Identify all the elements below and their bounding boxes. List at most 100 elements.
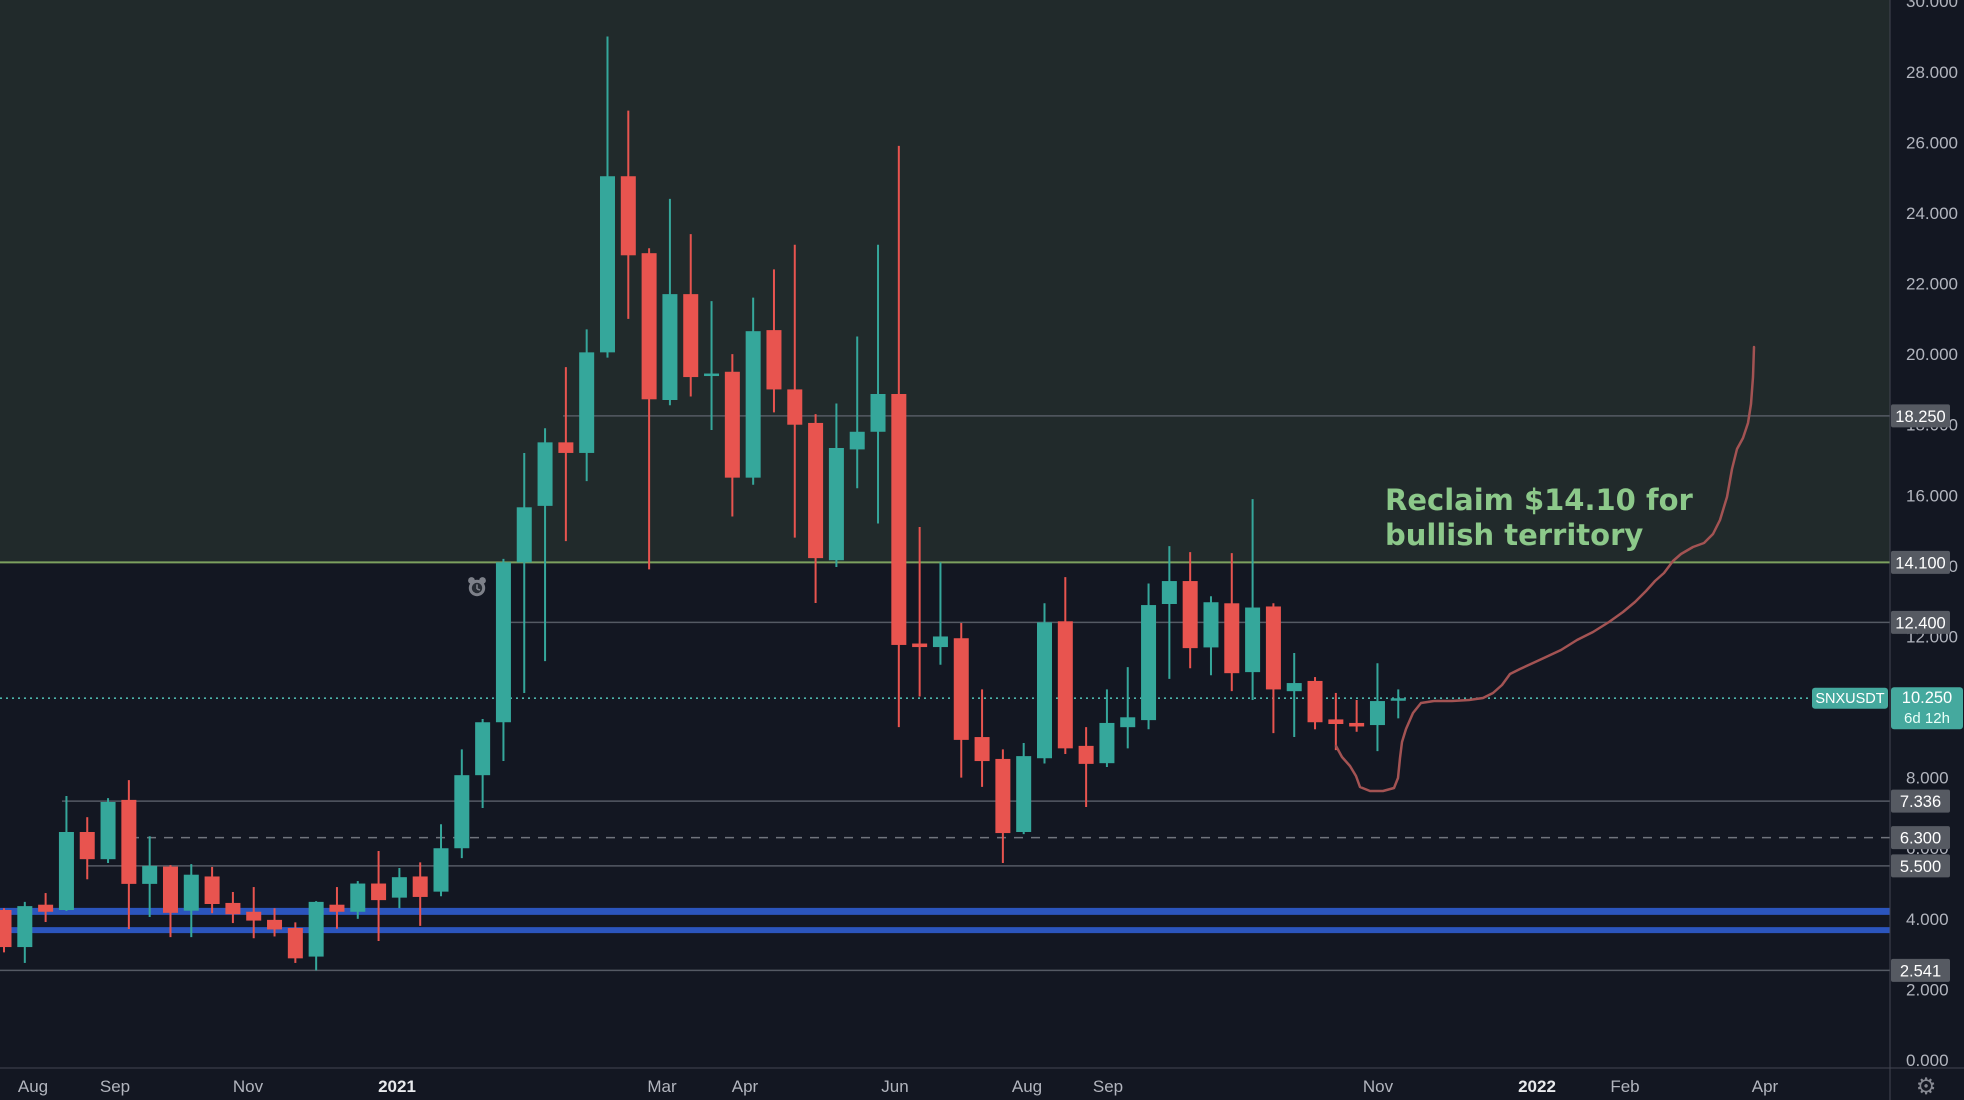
candle-down — [287, 922, 303, 963]
candle-up — [828, 403, 844, 567]
price-tick-label: 22.000 — [1906, 275, 1958, 294]
alarm-clock-icon[interactable] — [468, 577, 486, 597]
candle-up — [516, 452, 532, 693]
price-tick-label: 0.000 — [1906, 1051, 1949, 1070]
candle-down — [1224, 553, 1240, 692]
level-badge-7.336 — [1891, 789, 1950, 813]
candle-up — [1016, 743, 1032, 835]
candle-down — [38, 893, 54, 923]
candle-down — [1265, 603, 1281, 734]
price-tick-label: 20.000 — [1906, 345, 1958, 364]
candle-up — [475, 719, 491, 809]
last-price-badge — [1891, 687, 1963, 730]
candle-up — [391, 868, 407, 909]
candle-down — [1182, 552, 1198, 669]
candle-up — [1203, 596, 1219, 676]
candle-up — [308, 901, 324, 971]
time-axis[interactable] — [0, 1068, 1964, 1100]
candle-down — [329, 887, 345, 929]
level-badge-12.400 — [1891, 610, 1950, 634]
candle-down — [891, 145, 907, 728]
candle-up — [1390, 689, 1406, 719]
candle-up — [1369, 663, 1385, 752]
candle-down — [1057, 577, 1073, 755]
level-badge-label: 12.400 — [1895, 614, 1945, 632]
symbol-tag[interactable] — [1812, 687, 1888, 709]
level-badge-label: 6.300 — [1900, 830, 1941, 848]
candle-down — [162, 865, 178, 938]
price-tick-label: 24.000 — [1906, 204, 1958, 223]
candle-down — [121, 780, 137, 930]
time-tick-label: 2021 — [378, 1077, 416, 1096]
level-badge-label: 7.336 — [1900, 793, 1941, 811]
time-tick-label: Apr — [1752, 1077, 1779, 1096]
time-tick-label: Nov — [1363, 1077, 1394, 1096]
price-tick-label: 16.000 — [1906, 486, 1958, 505]
candle-up — [537, 428, 553, 662]
candle-up — [433, 824, 449, 897]
candles-pane[interactable] — [0, 36, 1406, 971]
gear-icon[interactable]: ⚙ — [1916, 1073, 1937, 1099]
candle-down — [225, 892, 241, 924]
price-axis[interactable] — [1890, 0, 1964, 1100]
time-tick-label: Apr — [732, 1077, 759, 1096]
candle-up — [183, 864, 199, 938]
candle-down — [787, 244, 803, 538]
time-tick-label: Mar — [647, 1077, 677, 1096]
candle-up — [1120, 667, 1136, 749]
candle-up — [849, 336, 865, 489]
candle-up — [1141, 583, 1157, 730]
candle-down — [766, 269, 782, 413]
candle-down — [0, 908, 12, 953]
candle-down — [912, 527, 928, 697]
candle-up — [100, 798, 116, 864]
candle-up — [1161, 546, 1177, 679]
candle-up — [870, 244, 886, 524]
time-tick-label: Nov — [233, 1077, 264, 1096]
candle-down — [412, 862, 428, 926]
candle-up — [599, 36, 615, 358]
candle-up — [454, 749, 470, 859]
time-tick-label: Sep — [1093, 1077, 1123, 1096]
candle-down — [204, 866, 220, 914]
candle-down — [1078, 727, 1094, 807]
candle-up — [1286, 653, 1302, 738]
time-tick-label: 2022 — [1518, 1077, 1556, 1096]
candle-up — [58, 796, 74, 912]
level-badge-label: 2.541 — [1900, 962, 1941, 980]
level-badge-6.300 — [1891, 826, 1950, 850]
price-tick-label: 30.000 — [1906, 0, 1958, 11]
candle-down — [641, 248, 657, 570]
symbol-price-group: SNXUSDT 10.250 6d 12h — [1812, 687, 1963, 730]
time-tick-label: Aug — [18, 1077, 48, 1096]
candle-down — [1307, 677, 1323, 730]
time-tick-label: Aug — [1012, 1077, 1042, 1096]
time-tick-label: Jun — [881, 1077, 908, 1096]
candle-up — [350, 881, 366, 919]
level-badge-2.541 — [1891, 958, 1950, 982]
annotation-line-1[interactable]: Reclaim $14.10 for — [1385, 483, 1693, 517]
candle-down — [246, 887, 262, 939]
annotation-line-2[interactable]: bullish territory — [1385, 518, 1643, 552]
level-badge-label: 18.250 — [1895, 408, 1945, 426]
candle-down — [1349, 700, 1365, 732]
price-tick-label: 4.000 — [1906, 910, 1949, 929]
candle-up — [662, 198, 678, 406]
price-tick-label: 2.000 — [1906, 980, 1949, 999]
candle-up — [1037, 603, 1052, 764]
candle-down — [267, 908, 283, 937]
candle-down — [620, 110, 636, 319]
last-price-value: 10.250 — [1902, 689, 1952, 707]
candle-down — [974, 689, 990, 787]
bullish-zone-shade — [0, 0, 1890, 563]
projection-line[interactable] — [1334, 345, 1756, 793]
price-tick-label: 8.000 — [1906, 769, 1949, 788]
candle-up — [495, 558, 511, 762]
candle-down — [683, 234, 699, 397]
time-tick-label: Sep — [100, 1077, 130, 1096]
candle-up — [1245, 499, 1261, 701]
